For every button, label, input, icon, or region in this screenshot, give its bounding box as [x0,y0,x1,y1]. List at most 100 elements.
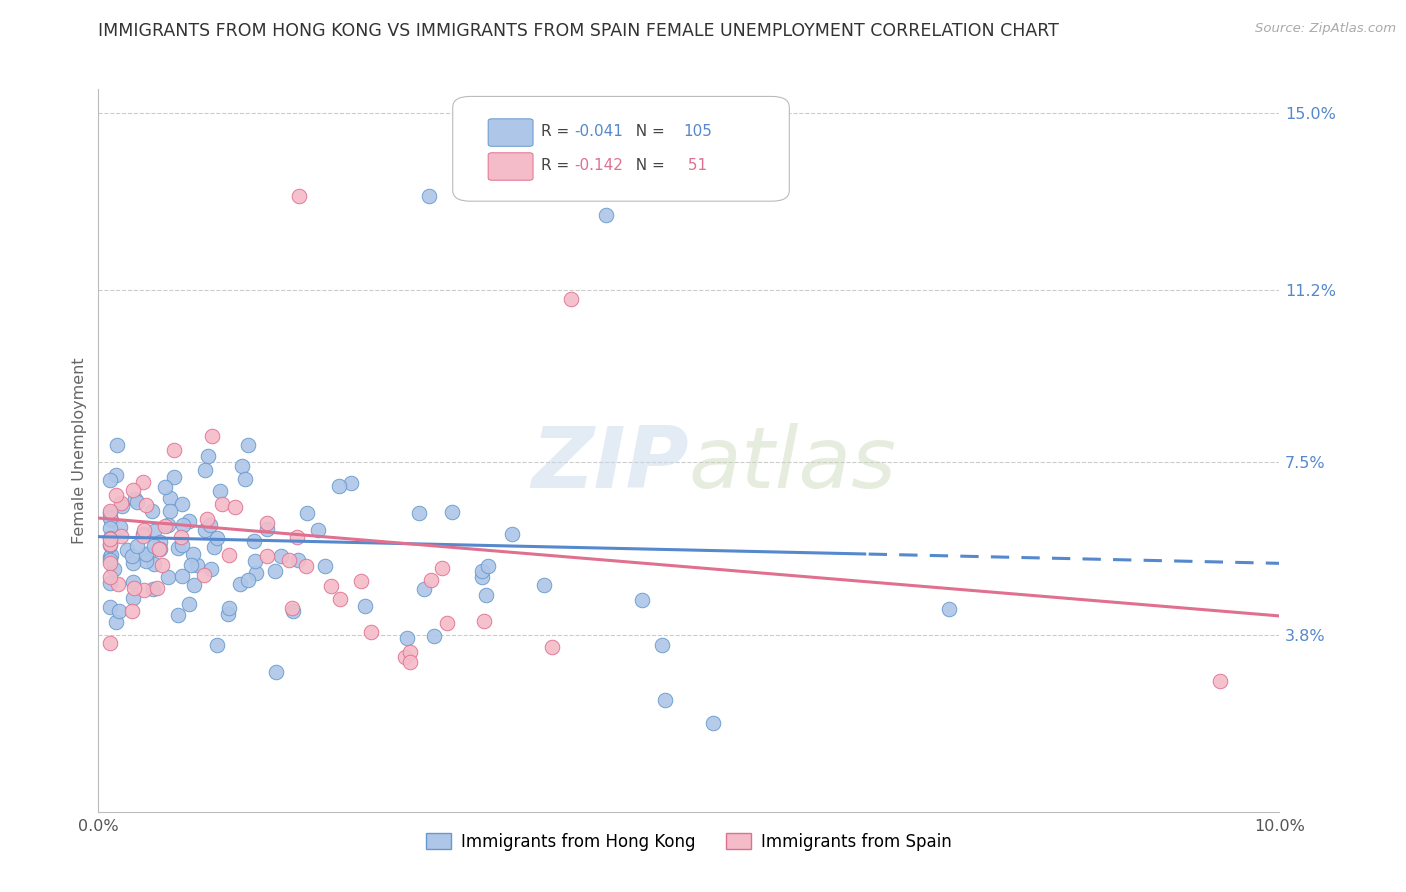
Point [471,565,494,579]
Point [170,497,193,511]
Text: atlas: atlas [689,424,897,507]
Point [654,693,676,707]
Point [98,599,121,614]
Point [236,573,259,587]
Point [121,591,143,605]
Text: N =: N = [626,124,671,138]
Point [394,650,416,665]
Point [651,638,673,652]
Point [131,529,153,543]
Point [418,189,440,203]
Point [475,588,498,602]
Point [122,581,145,595]
Point [200,562,222,576]
Point [143,539,166,553]
Point [395,632,418,646]
Point [153,519,176,533]
Point [110,496,132,510]
Point [159,491,181,506]
Point [146,582,169,596]
Point [319,579,342,593]
Point [98,511,121,525]
Point [329,592,352,607]
Point [98,532,121,546]
Point [350,574,373,589]
Point [202,540,225,554]
Point [156,570,179,584]
Point [159,504,181,518]
Point [134,582,156,597]
Point [340,476,363,491]
Point [477,558,499,573]
Point [198,518,221,533]
Point [131,475,153,489]
Point [474,614,496,628]
Point [194,523,217,537]
Point [163,470,186,484]
Point [98,473,121,487]
Point [103,562,125,576]
Point [98,576,121,591]
Point [98,506,121,520]
Point [938,602,960,616]
Point [533,578,555,592]
Point [243,533,266,548]
Point [149,542,172,557]
Text: -0.142: -0.142 [575,158,623,172]
Point [124,491,146,506]
Point [205,639,228,653]
Point [307,524,329,538]
Point [398,645,420,659]
Point [186,558,208,573]
Point [217,607,239,622]
Point [108,604,131,618]
Point [224,500,246,515]
Point [471,570,494,584]
Point [98,537,121,551]
Point [100,513,122,527]
Point [328,479,350,493]
Point [143,524,166,538]
Point [233,472,256,486]
Point [135,548,157,562]
Legend: Immigrants from Hong Kong, Immigrants from Spain: Immigrants from Hong Kong, Immigrants fr… [419,826,959,857]
Point [180,558,202,573]
Point [104,488,127,502]
Point [98,538,121,552]
Point [398,655,420,669]
Point [105,467,128,482]
Point [142,582,165,596]
Point [264,564,287,578]
Point [183,578,205,592]
Point [172,518,194,533]
Point [98,635,121,649]
Point [297,506,319,520]
Point [218,600,240,615]
Point [205,532,228,546]
Point [264,665,287,679]
Point [440,505,463,519]
Point [125,539,148,553]
Point [360,625,382,640]
Point [98,553,121,567]
Point [98,569,121,583]
Point [177,514,200,528]
Point [125,495,148,509]
Point [408,506,430,520]
Point [111,499,134,513]
Point [218,548,240,562]
Point [98,504,121,518]
Point [277,553,299,567]
Point [193,567,215,582]
FancyBboxPatch shape [488,119,533,146]
FancyBboxPatch shape [488,153,533,180]
Point [270,549,292,564]
Point [295,559,318,574]
Point [163,442,186,457]
Point [285,530,308,544]
Point [136,548,159,562]
Point [1209,674,1232,689]
Point [541,640,564,654]
Point [702,716,724,731]
Point [100,548,122,562]
